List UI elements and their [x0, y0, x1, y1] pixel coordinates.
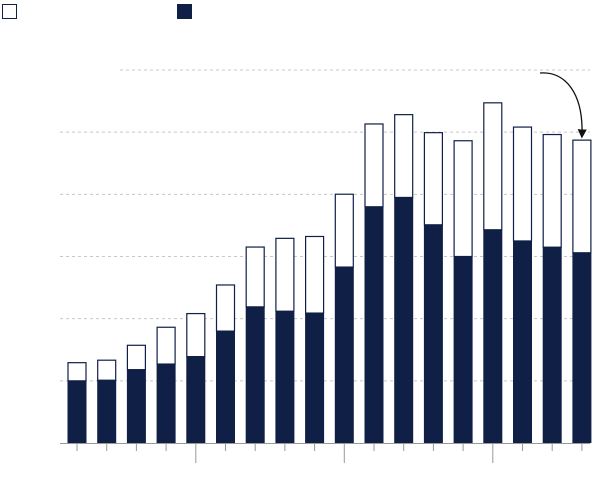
bar-light-segment	[275, 237, 295, 312]
bar-dark-segment	[156, 364, 176, 443]
gridlines	[60, 69, 590, 382]
bar-dark-segment	[483, 229, 503, 443]
bar-light-segment	[512, 126, 533, 242]
bar-dark-segment	[67, 380, 87, 443]
legend-swatch-dark	[177, 4, 192, 19]
bar-dark-segment	[542, 247, 562, 443]
bar-dark-segment	[513, 240, 532, 443]
legend	[0, 4, 601, 26]
bar-dark-segment	[126, 369, 146, 443]
bar-light-segment	[126, 344, 147, 371]
bar-light-segment	[334, 193, 354, 268]
bar-light-segment	[542, 133, 562, 248]
bar-dark-segment	[453, 256, 473, 443]
bar-light-segment	[215, 284, 236, 332]
legend-item-light	[2, 4, 23, 19]
bar-light-segment	[67, 362, 87, 382]
bar-dark-segment	[334, 267, 354, 443]
bar-light-segment	[483, 102, 503, 231]
bar-dark-segment	[423, 224, 443, 443]
bar-dark-segment	[364, 206, 384, 443]
bar-light-segment	[245, 246, 265, 308]
bar-dark-segment	[572, 252, 592, 443]
bar-dark-segment	[275, 311, 295, 443]
bar-light-segment	[186, 312, 206, 358]
bars	[67, 102, 592, 443]
bar-dark-segment	[245, 306, 265, 443]
bar-light-segment	[364, 123, 384, 208]
bar-light-segment	[572, 139, 592, 254]
bar-light-segment	[156, 326, 176, 365]
bar-dark-segment	[186, 356, 206, 443]
bar-light-segment	[97, 359, 117, 381]
bar-light-segment	[305, 235, 325, 314]
legend-item-dark	[177, 4, 198, 19]
bar-light-segment	[453, 140, 473, 258]
annotations	[539, 72, 587, 139]
bar-light-segment	[394, 114, 414, 199]
bar-dark-segment	[97, 380, 117, 443]
bar-dark-segment	[216, 331, 235, 443]
bar-dark-segment	[305, 313, 325, 443]
bar-dark-segment	[394, 197, 414, 443]
x-axis	[60, 443, 590, 463]
legend-swatch-light	[2, 4, 17, 19]
bar-light-segment	[423, 132, 443, 226]
annotation-arrow	[539, 72, 587, 139]
